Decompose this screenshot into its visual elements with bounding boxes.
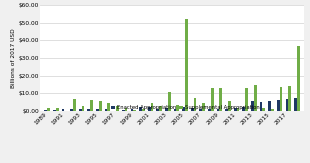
Bar bbox=[211, 88, 214, 111]
Bar bbox=[237, 108, 239, 111]
Bar bbox=[165, 108, 168, 111]
Bar bbox=[133, 110, 136, 111]
Bar bbox=[193, 98, 196, 111]
Bar bbox=[297, 45, 300, 111]
Bar bbox=[251, 101, 254, 111]
Bar bbox=[159, 106, 162, 111]
Bar bbox=[148, 107, 151, 111]
Bar bbox=[228, 101, 231, 111]
Bar bbox=[116, 106, 119, 111]
Bar bbox=[174, 109, 176, 111]
Bar bbox=[288, 86, 291, 111]
Bar bbox=[108, 103, 110, 111]
Bar bbox=[79, 109, 82, 111]
Bar bbox=[219, 88, 222, 111]
Bar bbox=[87, 109, 90, 111]
Bar bbox=[62, 109, 64, 111]
Bar bbox=[245, 88, 248, 111]
Bar bbox=[122, 110, 125, 111]
Bar bbox=[208, 109, 211, 111]
Bar bbox=[234, 108, 237, 111]
Bar bbox=[254, 85, 257, 111]
Bar bbox=[191, 108, 193, 111]
Bar bbox=[90, 100, 93, 111]
Bar bbox=[53, 110, 56, 111]
Bar bbox=[70, 109, 73, 111]
Bar bbox=[185, 19, 188, 111]
Bar bbox=[105, 109, 108, 111]
Bar bbox=[182, 107, 185, 111]
Y-axis label: Billions of 2017 USD: Billions of 2017 USD bbox=[11, 28, 16, 88]
Bar bbox=[156, 109, 159, 111]
Bar bbox=[199, 109, 202, 111]
Bar bbox=[202, 103, 205, 111]
Bar bbox=[268, 101, 271, 111]
Bar bbox=[294, 98, 297, 111]
Bar bbox=[96, 109, 99, 111]
Bar bbox=[44, 110, 47, 111]
Bar bbox=[277, 100, 280, 111]
Bar bbox=[286, 99, 288, 111]
Legend: Enacted Appropriation, Supplemental Appropriation: Enacted Appropriation, Supplemental Appr… bbox=[111, 105, 259, 110]
Bar bbox=[225, 109, 228, 111]
Bar bbox=[56, 108, 59, 111]
Bar bbox=[280, 87, 282, 111]
Bar bbox=[99, 101, 102, 111]
Bar bbox=[142, 109, 145, 111]
Bar bbox=[176, 105, 179, 111]
Bar bbox=[125, 108, 127, 111]
Bar bbox=[131, 109, 133, 111]
Bar bbox=[139, 107, 142, 111]
Bar bbox=[151, 103, 153, 111]
Bar bbox=[260, 102, 263, 111]
Bar bbox=[168, 92, 170, 111]
Bar bbox=[242, 107, 245, 111]
Bar bbox=[47, 108, 50, 111]
Bar bbox=[82, 106, 84, 111]
Bar bbox=[263, 108, 265, 111]
Bar bbox=[73, 99, 76, 111]
Bar bbox=[217, 109, 219, 111]
Bar bbox=[271, 109, 274, 111]
